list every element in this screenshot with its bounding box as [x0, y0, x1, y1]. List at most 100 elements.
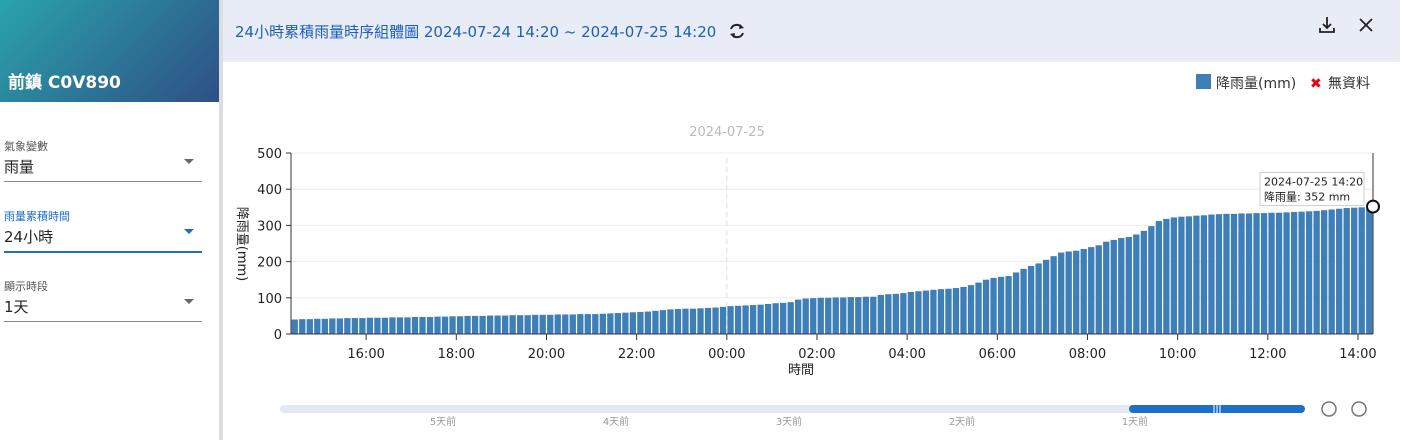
bar [877, 294, 884, 334]
bar [1178, 216, 1185, 334]
station-name: 前鎮 C0V890 [0, 0, 220, 102]
bar [780, 302, 787, 334]
download-icon[interactable] [1319, 17, 1335, 33]
y-tick-label: 200 [257, 256, 282, 271]
bar [494, 315, 501, 334]
bar [1050, 256, 1057, 334]
bar [637, 311, 644, 334]
bar [592, 314, 599, 334]
divider [219, 0, 223, 440]
bar [1208, 214, 1215, 334]
bar [644, 311, 652, 334]
header: 24小時累積雨量時序組體圖 2024-07-24 14:20 ~ 2024-07… [223, 0, 1400, 62]
tooltip-title: 2024-07-25 14:20 [1264, 176, 1363, 189]
bar [419, 316, 426, 334]
bar [727, 306, 734, 334]
bar [1193, 215, 1200, 334]
bar [449, 316, 456, 334]
bar [509, 315, 516, 334]
bar [674, 309, 682, 334]
bar [1155, 221, 1163, 334]
legend-swatch [1196, 74, 1211, 89]
x-tick-label: 00:00 [708, 347, 745, 362]
bar [772, 303, 779, 334]
y-tick-label: 300 [257, 219, 282, 234]
bar [1103, 241, 1110, 334]
forward-icon[interactable] [1351, 401, 1367, 417]
bar [1110, 239, 1117, 334]
bar [667, 309, 674, 334]
bar [997, 276, 1005, 334]
timeline-label: 1天前 [1122, 415, 1148, 428]
timeline-label: 5天前 [430, 415, 456, 428]
bar [1148, 226, 1155, 334]
bar [652, 310, 659, 334]
timeline-handle[interactable] [1213, 404, 1221, 414]
timeline-label: 4天前 [603, 415, 629, 428]
x-tick-label: 02:00 [798, 347, 835, 362]
bar [757, 304, 764, 334]
timeline[interactable]: 5天前 4天前 3天前 2天前 1天前 [280, 401, 1367, 428]
tooltip-box [1259, 172, 1365, 207]
bar [682, 308, 689, 334]
date-label: 2024-07-25 [689, 125, 765, 140]
bar [344, 318, 351, 334]
accumulation-select[interactable]: 雨量累積時間 24小時 [4, 208, 202, 253]
period-select[interactable]: 顯示時段 1天 [4, 278, 202, 322]
bar [1253, 213, 1260, 334]
bar [569, 314, 576, 334]
bar [359, 318, 366, 334]
bar [870, 296, 877, 334]
bar [1133, 234, 1140, 334]
close-icon[interactable] [1359, 18, 1373, 32]
bar [389, 317, 396, 334]
bar [1215, 214, 1223, 334]
bar [479, 315, 486, 334]
bar [299, 319, 306, 334]
x-axis-label: 時間 [788, 363, 814, 378]
field-label: 顯示時段 [4, 280, 48, 293]
bar [622, 312, 629, 334]
hover-point [1366, 199, 1380, 214]
bar [547, 314, 554, 334]
timeline-track [280, 405, 1305, 413]
bar [456, 316, 464, 334]
bar [1343, 208, 1350, 334]
bar [712, 307, 719, 334]
legend-label[interactable]: 無資料 [1328, 76, 1370, 92]
bar [1035, 263, 1042, 334]
bar [1290, 212, 1298, 334]
bar [381, 317, 389, 334]
field-value: 雨量 [4, 158, 35, 176]
bar [1245, 213, 1253, 334]
legend-label[interactable]: 降雨量(mm) [1216, 76, 1296, 92]
bar [501, 315, 509, 334]
bar [1268, 212, 1275, 334]
rewind-icon[interactable] [1321, 401, 1337, 417]
y-tick-label: 500 [257, 147, 282, 162]
bar [1366, 206, 1373, 334]
bar [329, 318, 336, 334]
bar [336, 318, 343, 334]
timeline-label: 2天前 [949, 415, 975, 428]
bar [1238, 213, 1245, 334]
bar [930, 289, 937, 334]
variable-select[interactable]: 氣象變數 雨量 [4, 138, 202, 182]
refresh-icon[interactable] [730, 23, 744, 39]
bar [1260, 213, 1268, 334]
bar [862, 296, 869, 334]
bar [471, 315, 479, 334]
chart-header-title: 24小時累積雨量時序組體圖 2024-07-24 14:20 ~ 2024-07… [235, 23, 717, 41]
bar [314, 318, 321, 334]
y-axis-label: 降雨量(mm) [234, 207, 249, 281]
bar [321, 318, 328, 334]
bar [885, 294, 892, 334]
bar [990, 277, 997, 334]
bar [464, 315, 471, 334]
timeline-label: 3天前 [776, 415, 802, 428]
bar [1020, 268, 1027, 334]
bar [396, 317, 404, 334]
bar [554, 314, 561, 334]
bar [532, 314, 539, 334]
